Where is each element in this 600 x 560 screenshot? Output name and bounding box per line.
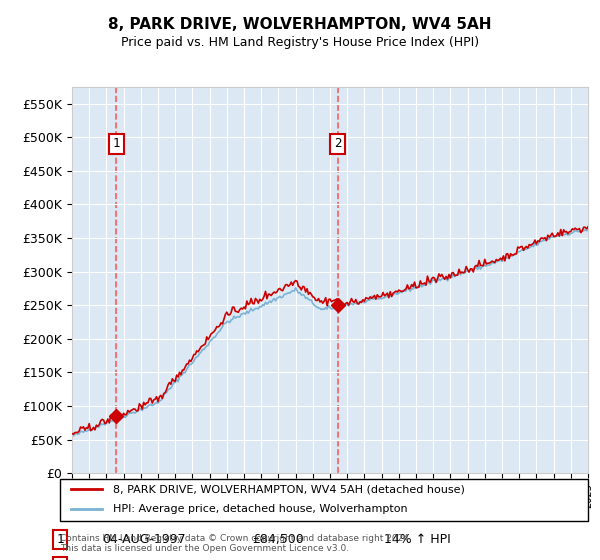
Text: Contains HM Land Registry data © Crown copyright and database right 2024.
This d: Contains HM Land Registry data © Crown c… [60,534,412,553]
Text: 1: 1 [56,533,64,547]
Text: 14% ↑ HPI: 14% ↑ HPI [384,533,451,547]
Text: Price paid vs. HM Land Registry's House Price Index (HPI): Price paid vs. HM Land Registry's House … [121,36,479,49]
Text: 8, PARK DRIVE, WOLVERHAMPTON, WV4 5AH (detached house): 8, PARK DRIVE, WOLVERHAMPTON, WV4 5AH (d… [113,484,464,494]
Text: 04-AUG-1997: 04-AUG-1997 [102,533,185,547]
Text: 8, PARK DRIVE, WOLVERHAMPTON, WV4 5AH: 8, PARK DRIVE, WOLVERHAMPTON, WV4 5AH [108,17,492,32]
Text: HPI: Average price, detached house, Wolverhampton: HPI: Average price, detached house, Wolv… [113,504,407,514]
Text: 1: 1 [113,137,120,151]
FancyBboxPatch shape [60,479,588,521]
Text: 2: 2 [334,137,341,151]
Text: £84,500: £84,500 [252,533,304,547]
